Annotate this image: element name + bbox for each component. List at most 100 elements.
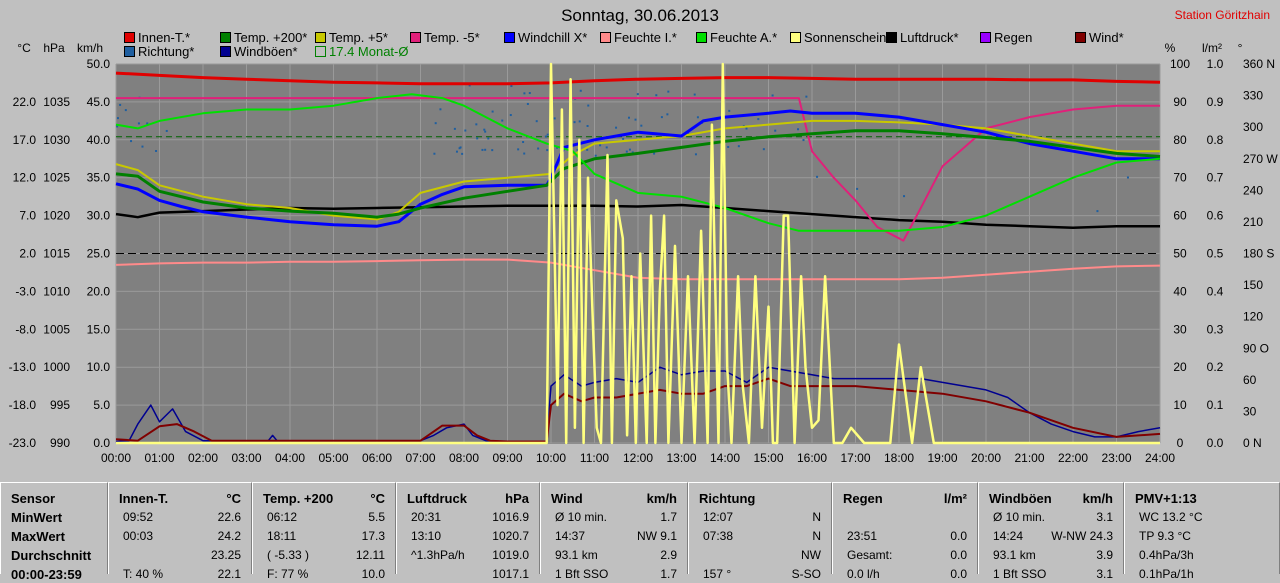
direction-point [745, 127, 748, 130]
series-line-temp-5 [116, 97, 1160, 242]
stats-row: 23:51 0.0 [833, 529, 977, 545]
direction-point [774, 129, 777, 132]
series-line-innen-t [115, 71, 1161, 86]
weather-chart: 00:00 01:00 02:00 03:00 04:00 05:00 06:00 07:00… [8, 41, 1279, 465]
direction-point [130, 140, 133, 143]
legend-label: Luftdruck* [900, 30, 959, 45]
temp-tick-label: 12.0 [13, 171, 37, 185]
temp-tick-label: -23.0 [9, 436, 37, 450]
direction-point [553, 117, 556, 120]
stats-cell-label: 93.1 km [993, 548, 1036, 562]
legend-label: Temp. +5* [329, 30, 388, 45]
stats-col-sensor: Sensor MinWert MaxWert Durchschnitt 00:00-23… [0, 482, 108, 582]
stats-col-richtung: Richtung 12:07 N 07:38 N NW 157 ° S-SO [688, 482, 832, 581]
rain-tick-label: 1.0 [1207, 57, 1224, 71]
axis-labels: 00:00 01:00 02:00 03:00 04:00 05:00 06:00 07:00… [9, 41, 1279, 465]
stats-row: T: 40 % 22.1 [109, 567, 251, 583]
x-tick-label: 01:00 [144, 451, 174, 465]
stats-row: 0.0 l/h 0.0 [833, 567, 977, 583]
direction-point [523, 92, 526, 95]
temp-tick-label: 2.0 [19, 247, 36, 261]
legend-item: Wind* [1075, 31, 1124, 45]
rain-tick-label: 0.8 [1207, 133, 1224, 147]
deg-tick-label: 240 [1243, 183, 1263, 197]
direction-point [636, 93, 639, 96]
legend-item: Sonnenschein* [790, 31, 891, 45]
direction-point [771, 94, 774, 97]
legend-item: Luftdruck* [886, 31, 959, 45]
stats-title: Regen [843, 491, 883, 506]
direction-point [535, 120, 538, 123]
stats-cell-value: N [812, 510, 821, 524]
direction-point [576, 148, 579, 151]
stats-cell-label: MaxWert [11, 529, 65, 544]
legend-label: Windböen* [234, 44, 298, 59]
direction-point [667, 90, 670, 93]
stats-cell-label: MinWert [11, 510, 63, 525]
stats-col-innen: Innen-T. °C 09:52 22.6 00:03 24.2 23.25 T: 40 %… [108, 482, 252, 581]
direction-point [481, 148, 484, 151]
press-tick-label: 1010 [43, 284, 70, 298]
direction-point [587, 104, 590, 107]
direction-point [625, 150, 628, 153]
stats-unit: l/m² [943, 491, 967, 506]
deg-tick-label: 0 N [1243, 436, 1262, 450]
stats-row: F: 77 % 10.0 [253, 567, 395, 583]
stats-cell-label: 20:31 [411, 510, 442, 524]
stats-unit: km/h [1082, 491, 1113, 506]
legend-swatch [790, 32, 801, 43]
legend-swatch [980, 32, 991, 43]
pct-tick-label: 90 [1173, 95, 1187, 109]
stats-title: Windböen [989, 491, 1052, 506]
direction-point [517, 148, 520, 151]
press-tick-label: 1035 [43, 95, 70, 109]
x-tick-label: 16:00 [797, 451, 827, 465]
stats-row: 1 Bft SSO 3.1 [979, 567, 1123, 583]
stats-cell-label: 00:00-23:59 [11, 567, 82, 582]
stats-cell-label: 1 Bft SSO [993, 567, 1047, 581]
stats-cell-label: 0.1hPa/1h [1139, 567, 1194, 581]
direction-point [137, 122, 140, 125]
rain-tick-label: 0.1 [1207, 398, 1224, 412]
legend-swatch [886, 32, 897, 43]
legend-swatch [315, 32, 326, 43]
legend-item: Richtung* [124, 45, 194, 59]
direction-point [573, 121, 576, 124]
stats-cell-label: Durchschnitt [11, 548, 92, 563]
stats-row: 07:38 N [689, 529, 831, 545]
stats-cell-label: 09:52 [123, 510, 154, 524]
direction-point [464, 129, 467, 132]
series-line-sonnenschein [116, 62, 1160, 445]
stats-unit: °C [370, 491, 385, 506]
legend-label: Temp. +200* [234, 30, 308, 45]
stats-cell-value: 5.5 [368, 510, 385, 524]
direction-point [727, 145, 730, 148]
direction-point [459, 146, 462, 149]
rain-tick-label: 0.7 [1207, 171, 1224, 185]
x-tick-label: 09:00 [492, 451, 522, 465]
direction-point [544, 135, 547, 138]
stats-title: Richtung [699, 491, 756, 506]
rain-tick-label: 0.4 [1207, 284, 1224, 298]
direction-point [693, 93, 696, 96]
deg-tick-label: 60 [1243, 373, 1257, 387]
stats-col-pmv: PMV+1:13 WC 13.2 °C TP 9.3 °C 0.4hPa/3h 0.1h… [1124, 482, 1280, 581]
stats-unit: km/h [646, 491, 677, 506]
press-tick-label: 1025 [43, 171, 70, 185]
stats-cell-label: Ø 10 min. [993, 510, 1046, 524]
stats-title: Luftdruck [407, 491, 467, 506]
stats-col-luftdruck: Luftdruck hPa 20:31 1016.9 13:10 1020.7 ^1.3hP… [396, 482, 540, 581]
stats-header: Wind km/h [541, 491, 687, 507]
stats-cell-value: 2.9 [660, 548, 677, 562]
press-tick-label: 1005 [43, 322, 70, 336]
legend-swatch [220, 46, 231, 57]
direction-point [660, 116, 663, 119]
stats-row: NW [689, 548, 831, 564]
stats-row: ( -5.33 ) 12.11 [253, 548, 395, 564]
rain-tick-label: 0.2 [1207, 360, 1224, 374]
temp-tick-label: 17.0 [13, 133, 37, 147]
stats-cell-label: F: 77 % [267, 567, 309, 581]
wind-tick-label: 45.0 [87, 95, 111, 109]
x-tick-label: 23:00 [1101, 451, 1131, 465]
direction-point [762, 148, 765, 151]
